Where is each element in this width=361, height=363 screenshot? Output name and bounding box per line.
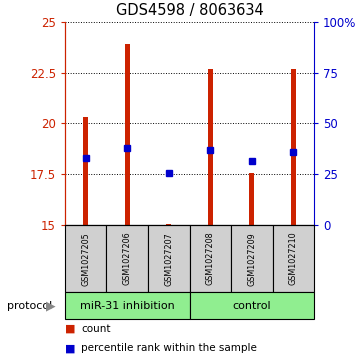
Text: ■: ■ <box>65 323 75 334</box>
Bar <box>208 69 213 225</box>
Text: GSM1027207: GSM1027207 <box>164 232 173 286</box>
Text: percentile rank within the sample: percentile rank within the sample <box>81 343 257 354</box>
Bar <box>190 292 314 319</box>
Bar <box>148 225 190 292</box>
Text: GSM1027208: GSM1027208 <box>206 232 215 285</box>
Bar <box>83 117 88 225</box>
Bar <box>65 292 190 319</box>
Text: GSM1027206: GSM1027206 <box>123 232 132 285</box>
Bar <box>291 69 296 225</box>
Bar <box>65 225 106 292</box>
Bar <box>106 225 148 292</box>
Text: GSM1027209: GSM1027209 <box>247 232 256 286</box>
Title: GDS4598 / 8063634: GDS4598 / 8063634 <box>116 3 264 18</box>
Text: control: control <box>232 301 271 311</box>
Bar <box>190 225 231 292</box>
Bar <box>249 173 254 225</box>
Text: GSM1027210: GSM1027210 <box>289 232 298 285</box>
Text: count: count <box>81 323 111 334</box>
Bar <box>125 44 130 225</box>
Text: ▶: ▶ <box>46 299 56 312</box>
Bar <box>166 224 171 225</box>
Bar <box>231 225 273 292</box>
Text: protocol: protocol <box>7 301 52 311</box>
Text: miR-31 inhibition: miR-31 inhibition <box>80 301 175 311</box>
Text: ■: ■ <box>65 343 75 354</box>
Bar <box>273 225 314 292</box>
Text: GSM1027205: GSM1027205 <box>81 232 90 286</box>
